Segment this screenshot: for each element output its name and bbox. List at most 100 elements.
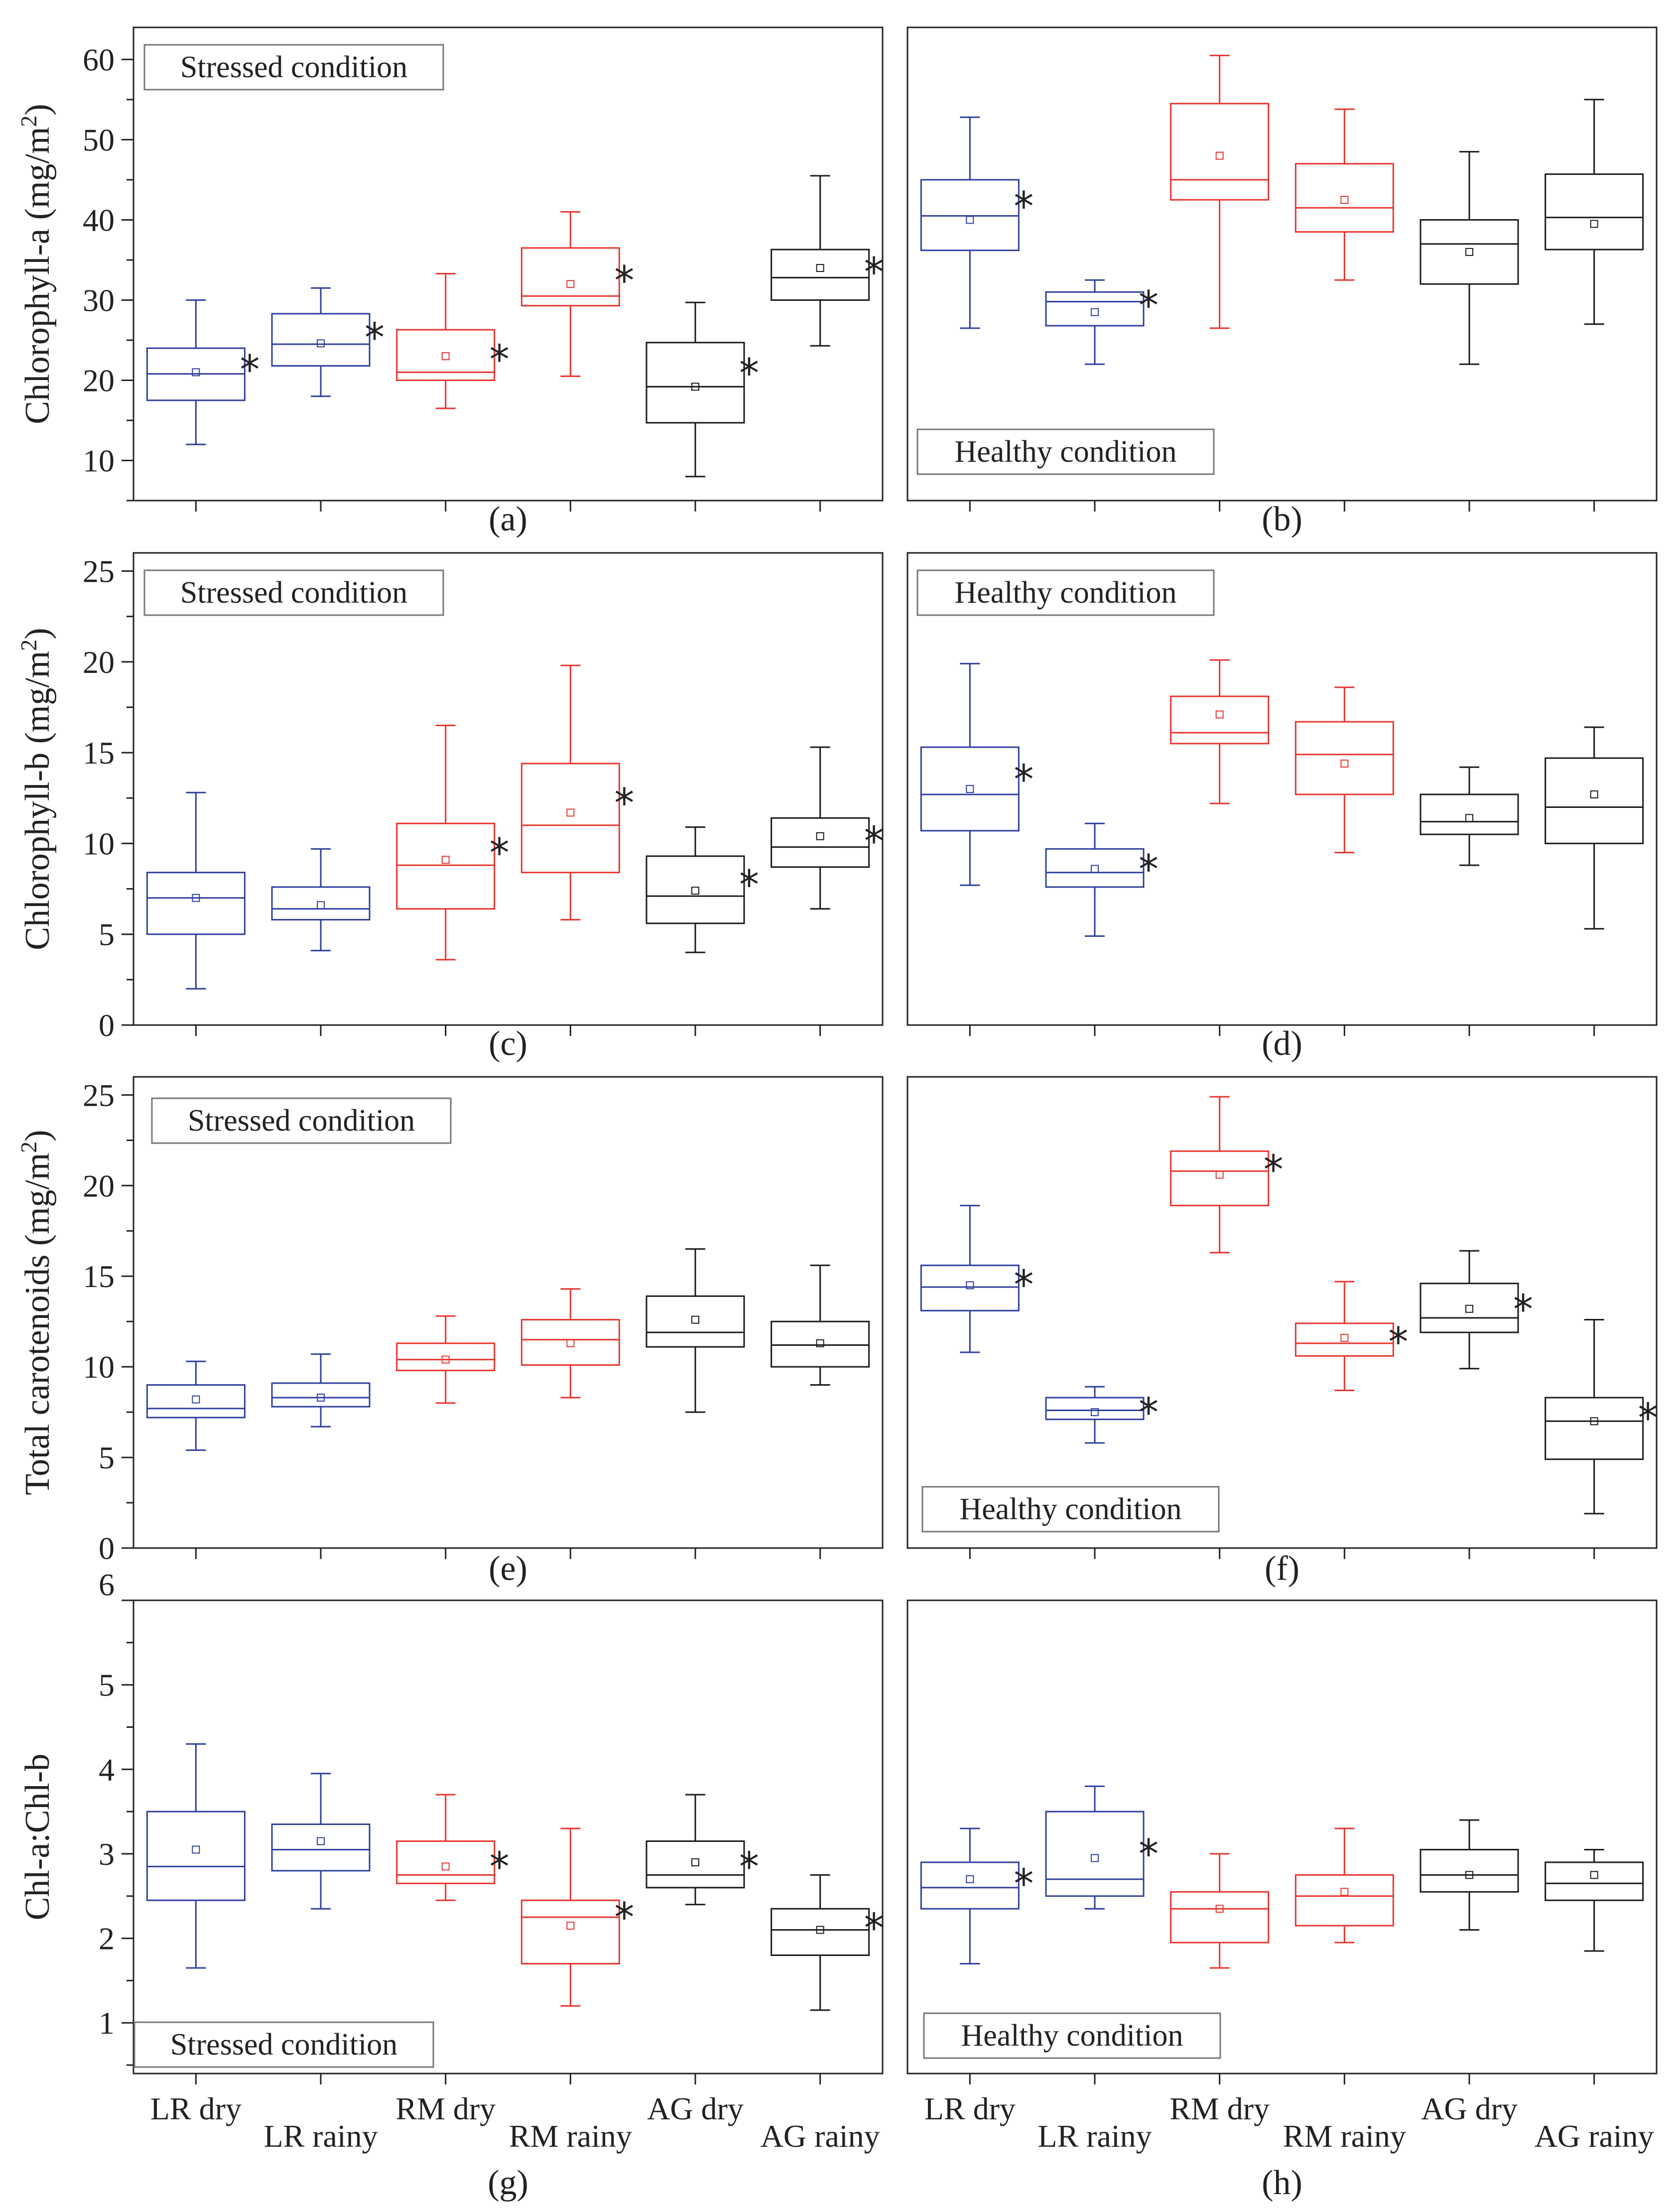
y-axis-label-main: Chl-a:Chl-b [18,1754,57,1920]
y-tick-label: 3 [99,1836,115,1872]
box-lr-dry [920,116,1020,329]
iqr-box [646,1840,745,1889]
box-lr-dry [146,1360,246,1451]
panel-label: (d) [1262,1025,1302,1063]
x-category-label: LR rainy [1037,2118,1152,2154]
iqr-box [646,855,745,924]
box-ag-dry [1420,1250,1519,1370]
panel-label: (c) [489,1025,527,1063]
plot-frame [906,552,1658,1026]
y-tick-label: 0 [99,1008,115,1043]
y-axis-label: Total carotenoids (mg/m2) [16,1130,57,1495]
y-axis-label-main: Total carotenoids (mg/m [18,1153,57,1495]
significance-marker: * [1139,282,1159,329]
x-category-label: RM dry [1169,2091,1270,2126]
mean-marker [317,1394,325,1402]
mean-marker [566,1339,575,1347]
plot-frame [906,26,1658,502]
mean-marker [691,887,699,895]
significance-marker: * [1139,846,1159,893]
plot-frame [132,26,884,502]
significance-marker: * [490,337,510,383]
mean-marker [816,1339,824,1347]
mean-marker [1465,814,1473,822]
condition-label: Healthy condition [961,2019,1183,2053]
mean-marker [317,339,325,348]
box-lr-rainy [1045,1386,1145,1444]
mean-marker [1215,151,1224,160]
significance-marker: * [240,347,259,393]
y-tick-label: 2 [99,1921,115,1956]
mean-marker [1590,1871,1598,1879]
box-rm-rainy [1294,1281,1394,1391]
panel-label: (f) [1265,1550,1299,1588]
iqr-box [1170,695,1270,745]
mean-marker [691,383,699,391]
panel-label: (h) [1262,2164,1302,2202]
mean-marker [1465,1871,1473,1879]
iqr-box [1545,1397,1644,1460]
box-ag-dry [646,301,745,478]
x-category-label: LR dry [150,2091,242,2126]
significance-marker: * [1264,1147,1284,1193]
y-tick-label: 5 [99,917,115,952]
box-lr-dry [920,1204,1020,1353]
mean-marker [1465,248,1473,256]
significance-marker: * [1638,1395,1658,1441]
significance-marker: * [739,862,759,908]
iqr-box [1045,1811,1145,1897]
y-axis-label-sup: 2 [16,116,41,127]
panel-d: * * Healthy condition (d) [906,552,1658,1063]
significance-marker: * [1139,1831,1159,1877]
iqr-box [771,249,870,301]
x-category-label: LR rainy [263,2118,378,2154]
condition-label-box [143,569,444,616]
significance-marker: * [864,818,884,865]
x-category-label: AG dry [1421,2091,1518,2126]
significance-marker: * [1014,757,1033,803]
mean-marker [966,216,974,224]
condition-label: Stressed condition [180,576,407,610]
iqr-box [146,1384,246,1419]
iqr-box [146,1811,246,1901]
mean-marker [816,1926,824,1934]
mean-marker [192,368,200,377]
iqr-box [520,1319,620,1366]
x-category-label: RM rainy [509,2118,632,2154]
significance-marker: * [1139,1390,1159,1436]
iqr-box [920,179,1020,252]
box-lr-rainy [271,848,371,952]
box-ag-rainy [771,1874,870,2011]
iqr-box [920,1861,1020,1910]
mean-marker [192,894,200,902]
mean-marker [1590,1417,1598,1426]
iqr-box [271,886,371,921]
significance-marker: * [739,1843,759,1890]
y-axis-label: Chlorophyll-a (mg/m2) [16,104,57,424]
panel-b: * * Healthy condition (b) [906,26,1658,538]
mean-marker [566,808,575,817]
significance-marker: * [1014,183,1033,230]
box-ag-dry [646,1248,745,1413]
iqr-box [520,763,620,874]
box-rm-dry [396,1794,496,1901]
y-tick-label: 40 [83,202,115,238]
condition-label: Healthy condition [955,435,1177,469]
significance-marker: * [1014,1262,1033,1308]
box-lr-rainy [271,1773,371,1910]
iqr-box [646,1295,745,1348]
iqr-box [771,1320,870,1368]
y-tick-label: 5 [99,1440,115,1475]
mean-marker [1091,865,1099,873]
significance-marker: * [1388,1319,1408,1365]
significance-marker: * [739,350,759,396]
y-tick-label: 15 [83,1259,115,1294]
iqr-box [771,817,870,868]
box-lr-rainy [271,1353,371,1428]
y-axis-label-sup: 2 [16,1142,41,1153]
plot-frame [906,1599,1658,2075]
panel-a: 10 20 30 40 50 60 Chlorophyll-a (mg/m2) * * * * * * S… [16,26,884,538]
significance-marker: * [864,249,884,295]
box-ag-rainy [1545,726,1644,930]
